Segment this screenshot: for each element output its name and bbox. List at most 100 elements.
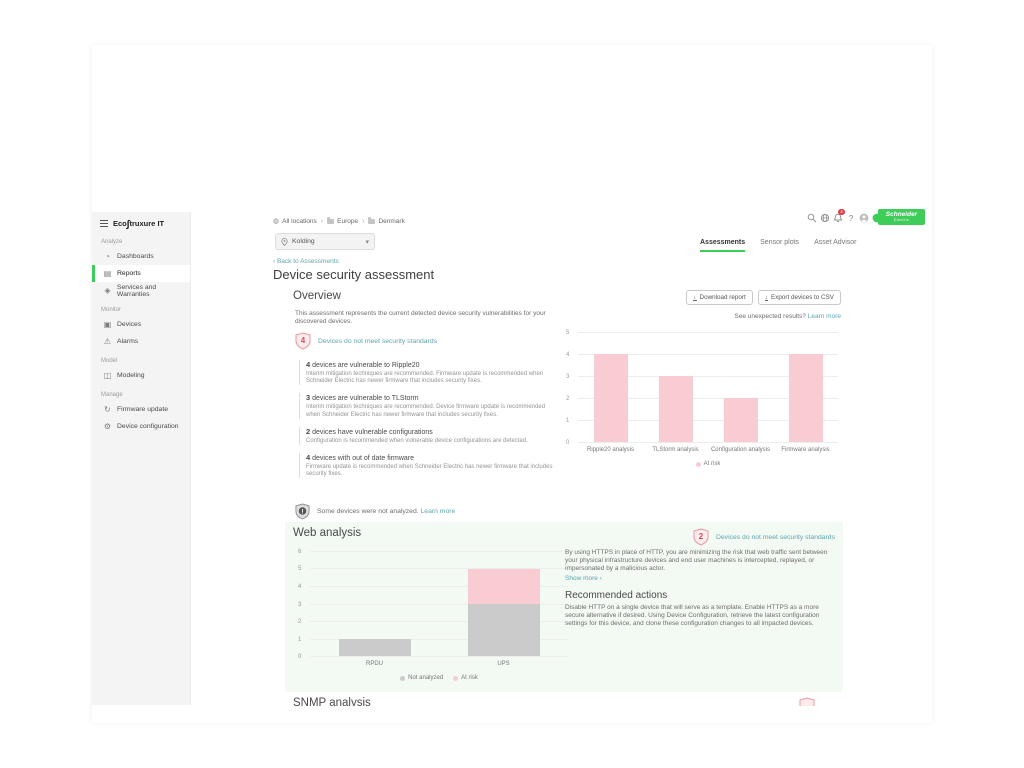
breadcrumb-item-europe[interactable]: Europe [327,217,358,225]
sidebar-item-services-and-warranties[interactable]: ◈ Services and Warranties [92,282,190,299]
chart-gridline: 5 [566,330,838,336]
y-tick-label: 5 [298,566,302,573]
sidebar-nav: Analyze ◔ Dashboards ▤ Reports ◈ Service… [92,231,190,435]
sidebar-item-modeling[interactable]: ◫ Modeling [92,367,190,384]
sidebar-item-device-configuration[interactable]: ⚙ Device configuration [92,418,190,435]
overview-heading: Overview [293,290,341,302]
svg-text:2: 2 [699,532,704,541]
search-icon[interactable] [806,212,817,224]
sidebar-section-label: Manage [101,392,123,398]
not-analyzed-shield-icon: ! [295,503,310,520]
schneider-electric-logo[interactable]: Schneider Electric [878,209,925,225]
tab-assessments[interactable]: Assessments [700,239,746,252]
services-warranties-icon: ◈ [104,286,111,295]
legend-item-at-risk: At risk [695,461,720,467]
notifications-icon[interactable]: 4 [832,209,845,224]
bar-segment-at-risk[interactable] [467,568,540,604]
risk-shield-icon: 2 [693,528,709,546]
recommended-actions-heading: Recommended actions [565,590,668,601]
chart-gridline: 1 [298,637,568,643]
y-tick-label: 5 [566,330,570,336]
show-more-link[interactable]: Show more › [565,575,602,582]
finding-item: 4 devices are vulnerable to Ripple20 Int… [299,360,557,386]
location-dropdown[interactable]: Kolding ▾ [275,233,375,250]
bar-segment-not-analyzed[interactable] [338,638,411,656]
breadcrumb-item-all-locations[interactable]: ◍ All locations [273,217,317,226]
risk-standards-link[interactable]: Devices do not meet security standards [318,337,438,345]
risk-shield-icon: 4 [295,332,311,350]
chart-gridline: 0 [298,654,568,660]
unexpected-results: See unexpected results? Learn more [734,313,841,320]
x-axis-label: Ripple20 analysis [586,447,635,453]
chart-gridline: 5 [298,566,568,572]
findings-list: 4 devices are vulnerable to Ripple20 Int… [299,360,557,486]
bar-segment-not-analyzed[interactable] [467,603,540,656]
dashboards-icon: ◔ [105,252,110,261]
overview-actions: ↓ Download report ↓ Export devices to CS… [686,290,841,305]
chart-gridline: 1 [566,418,838,424]
location-dropdown-value: Kolding [292,238,315,245]
learn-more-link[interactable]: Learn more [420,508,456,515]
breadcrumb: ◍ All locations › Europe › Denmark [273,217,405,225]
finding-description: Firmware update is recommended when Schn… [306,464,553,478]
sidebar-item-label: Reports [117,270,141,277]
bar-segment-at-risk[interactable] [723,398,758,442]
svg-text:4: 4 [301,336,306,345]
breadcrumb-separator: › [362,217,365,225]
overview-risk-badge-row: 4 Devices do not meet security standards [295,332,437,350]
breadcrumb-item-denmark[interactable]: Denmark [368,217,405,225]
notification-badge: 4 [838,209,845,215]
sidebar-item-firmware-update[interactable]: ↻ Firmware update [92,401,190,418]
bar-firmware-analysis [773,332,838,442]
web-analysis-description: By using HTTPS in place of HTTP, you are… [565,549,828,572]
back-to-assessments-link[interactable]: ‹ Back to Assessments [273,258,339,265]
user-avatar-icon[interactable] [858,212,869,224]
x-axis-label: TLStorm analysis [652,447,699,453]
page-title: Device security assessment [273,267,435,282]
sidebar-item-alarms[interactable]: ⚠ Alarms [92,333,190,350]
menu-icon[interactable] [100,220,108,227]
help-icon[interactable]: ? [845,212,856,224]
chart-gridline: 6 [298,549,568,555]
bar-tlstorm-analysis [643,332,708,442]
chart-bars [578,332,838,442]
devices-icon: ▣ [103,320,112,329]
location-pin-icon [281,237,288,246]
download-icon: ↓ [693,293,697,301]
risk-standards-link[interactable]: Devices do not meet security standards [715,533,835,541]
y-tick-label: 0 [298,654,302,660]
bar-segment-at-risk[interactable] [593,354,628,442]
download-report-button[interactable]: ↓ Download report [686,290,753,305]
app-window: Eco∫truxure IT Analyze ◔ Dashboards ▤ Re… [92,45,932,723]
finding-title: 3 devices are vulnerable to TLStorm [306,393,419,403]
chart-gridline: 3 [298,602,568,608]
bar-segment-at-risk[interactable] [658,376,693,442]
sidebar-item-dashboards[interactable]: ◔ Dashboards [92,248,190,265]
x-axis-label: Firmware analysis [781,447,830,453]
learn-more-link[interactable]: Learn more [807,313,841,320]
tab-asset-advisor[interactable]: Asset Advisor [814,239,857,246]
chart-legend: At risk [578,461,838,467]
bar-segment-at-risk[interactable] [788,354,823,442]
folder-icon [327,217,335,224]
sidebar-section-label: Monitor [101,307,122,313]
tab-sensor-plots[interactable]: Sensor plots [760,239,800,246]
bar-configuration-analysis [708,332,773,442]
chart-x-axis: Ripple20 analysis TLStorm analysis Configu… [578,443,838,453]
export-csv-button[interactable]: ↓ Export devices to CSV [757,290,841,305]
sidebar-item-devices[interactable]: ▣ Devices [92,316,190,333]
svg-text:?: ? [848,213,853,223]
chart-gridline: 3 [566,374,838,380]
finding-item: 4 devices with out of date firmware Firm… [299,453,557,479]
sidebar: Eco∫truxure IT Analyze ◔ Dashboards ▤ Re… [92,212,191,705]
snmp-analysis-heading: SNMP analysis [293,697,371,706]
sidebar-item-reports[interactable]: ▤ Reports [92,265,190,282]
sidebar-item-label: Services and Warranties [116,283,157,298]
folder-icon [368,217,376,224]
tab-bar: Assessments Sensor plots Asset Advisor [700,239,856,252]
y-tick-label: 2 [566,396,570,402]
not-analyzed-row: ! Some devices were not analyzed. Learn … [295,503,455,520]
globe-icon[interactable] [819,212,830,224]
sidebar-item-label: Dashboards [117,253,154,260]
sidebar-header: Eco∫truxure IT [92,212,190,231]
